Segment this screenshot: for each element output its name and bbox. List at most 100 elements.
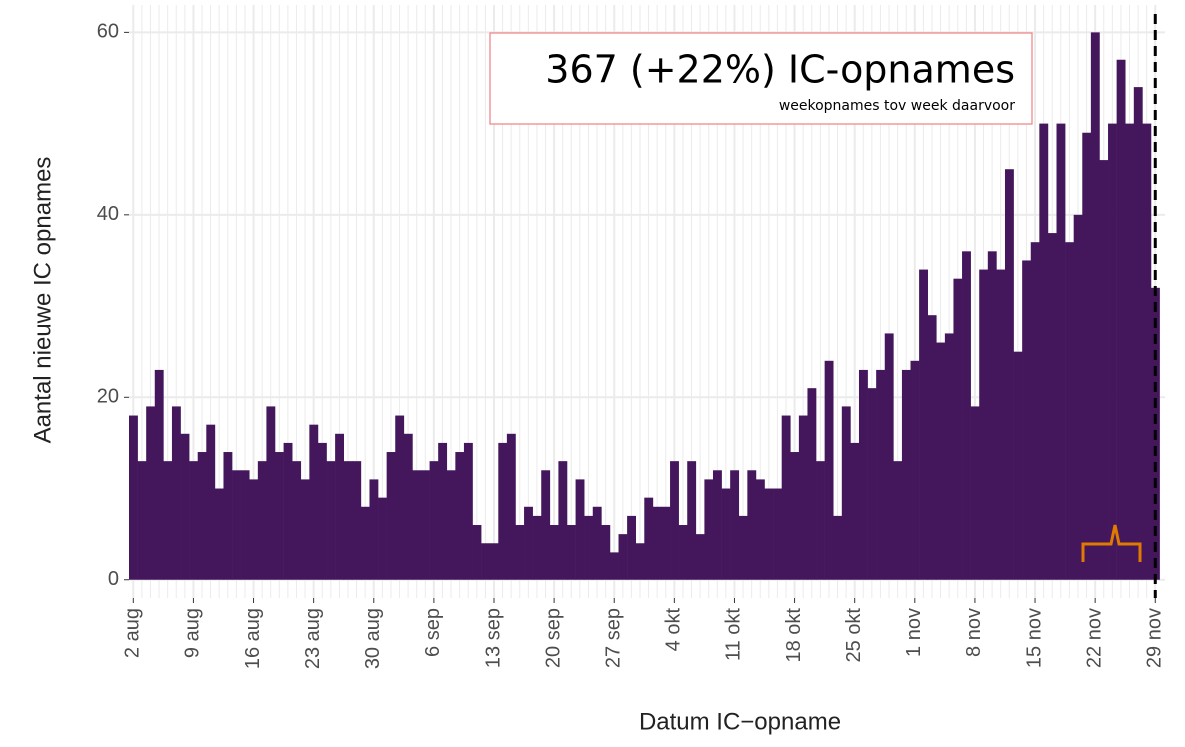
bar [1099, 160, 1109, 580]
bar [481, 543, 491, 580]
x-tick-label: 29 nov [1144, 608, 1166, 668]
x-tick-label: 13 sep [482, 608, 504, 668]
x-tick-label: 22 nov [1083, 608, 1105, 668]
bar [223, 452, 233, 580]
bar [1039, 123, 1049, 580]
bar [412, 470, 422, 580]
y-axis-title: Aantal nieuwe IC opnames [29, 157, 56, 444]
bar [936, 342, 946, 580]
bar [1090, 32, 1100, 580]
bar [996, 269, 1006, 580]
bar [292, 461, 302, 580]
x-axis-title: Datum IC−opname [639, 708, 841, 735]
bar [352, 461, 362, 580]
bar [1133, 87, 1143, 580]
bar [343, 461, 353, 580]
bar [867, 388, 877, 580]
bar [335, 433, 345, 580]
bar [592, 506, 602, 580]
bar [1030, 242, 1040, 580]
bar [695, 534, 705, 580]
bar [283, 442, 293, 580]
bar [455, 452, 465, 580]
bar [1065, 242, 1074, 580]
x-tick-label: 6 sep [422, 608, 444, 657]
bar [403, 433, 413, 580]
bar [171, 406, 181, 580]
bar [378, 497, 387, 580]
bar [1142, 123, 1152, 580]
bar [618, 534, 628, 580]
bar [232, 470, 241, 580]
bar [549, 525, 559, 580]
x-tick-label: 23 aug [302, 608, 324, 669]
bar [798, 415, 808, 580]
bar [266, 406, 276, 580]
bar [249, 479, 259, 580]
bar [129, 415, 138, 580]
x-tick-label: 1 nov [903, 608, 925, 657]
bar [1125, 123, 1135, 580]
bar [627, 515, 636, 580]
bar [558, 461, 568, 580]
bar [764, 488, 774, 580]
bar [601, 525, 611, 580]
bar [773, 488, 782, 580]
bar [386, 452, 396, 580]
bar [214, 488, 224, 580]
bar [309, 424, 319, 580]
bar [275, 452, 284, 580]
x-tick-label: 8 nov [963, 608, 985, 657]
bar [240, 470, 250, 580]
bar [566, 525, 576, 580]
bar [163, 461, 173, 580]
bar [506, 433, 516, 580]
bar [790, 452, 800, 580]
bar [137, 461, 147, 580]
bar [463, 442, 473, 580]
bar [755, 479, 765, 580]
bar [420, 470, 430, 580]
bar [180, 433, 190, 580]
bar [1047, 233, 1057, 580]
x-tick-label: 4 okt [663, 608, 685, 652]
x-tick-label: 15 nov [1023, 608, 1045, 668]
bar [670, 461, 679, 580]
bar [146, 406, 156, 580]
bar [893, 461, 903, 580]
bar [257, 461, 267, 580]
bar [901, 369, 911, 580]
bar [1056, 123, 1066, 580]
annotation-subtitle: weekopnames tov week daarvoor [779, 98, 1015, 114]
bar [1022, 260, 1032, 580]
y-tick-label: 40 [97, 203, 119, 225]
bar [927, 315, 937, 580]
bar [712, 470, 722, 580]
bar [721, 488, 731, 580]
bar [884, 333, 894, 580]
x-tick-label: 2 aug [122, 608, 144, 658]
bar [532, 515, 542, 580]
bar [609, 552, 619, 580]
y-tick-label: 20 [97, 386, 119, 408]
bar [489, 543, 499, 580]
bar [644, 497, 654, 580]
bar [1073, 214, 1083, 580]
bar [395, 415, 405, 580]
bar [524, 506, 533, 580]
bar [317, 442, 327, 580]
bar [979, 269, 989, 580]
x-tick-label: 9 aug [182, 608, 204, 658]
bar [910, 360, 920, 580]
bar [429, 461, 439, 580]
bar [876, 369, 886, 580]
bar [326, 461, 336, 580]
annotation-title: 367 (+22%) IC-opnames [545, 48, 1015, 92]
bar [472, 525, 482, 580]
bar [987, 251, 997, 580]
bar [944, 333, 954, 580]
bar [738, 515, 748, 580]
bar [953, 278, 963, 580]
bar [678, 525, 688, 580]
bar [661, 506, 671, 580]
